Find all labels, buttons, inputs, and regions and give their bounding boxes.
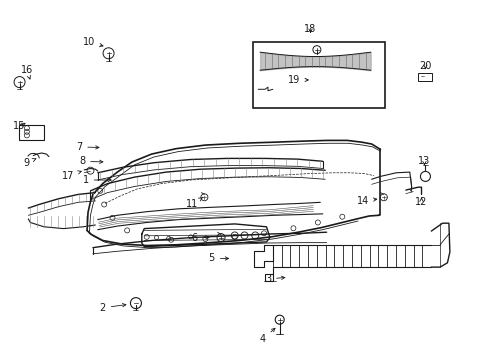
Bar bbox=[417, 73, 431, 81]
Text: 6: 6 bbox=[191, 233, 208, 243]
Text: 20: 20 bbox=[418, 60, 431, 71]
Text: 11: 11 bbox=[185, 197, 203, 210]
Bar bbox=[19, 125, 44, 140]
Text: 2: 2 bbox=[100, 303, 125, 313]
Text: 10: 10 bbox=[82, 37, 103, 48]
Text: 15: 15 bbox=[13, 121, 26, 131]
Text: 8: 8 bbox=[79, 156, 102, 166]
Text: 4: 4 bbox=[260, 328, 274, 344]
Text: 16: 16 bbox=[20, 65, 33, 79]
Text: 9: 9 bbox=[24, 158, 36, 168]
Text: 5: 5 bbox=[208, 253, 228, 264]
Text: 14: 14 bbox=[356, 196, 376, 206]
Text: 18: 18 bbox=[304, 24, 316, 34]
Text: 3: 3 bbox=[264, 274, 284, 284]
Text: 17: 17 bbox=[62, 171, 81, 181]
Text: 7: 7 bbox=[76, 142, 99, 152]
Text: 19: 19 bbox=[287, 75, 307, 85]
Text: 1: 1 bbox=[82, 175, 111, 185]
Bar bbox=[253, 42, 385, 108]
Text: 13: 13 bbox=[417, 156, 430, 166]
Text: 12: 12 bbox=[414, 197, 427, 207]
